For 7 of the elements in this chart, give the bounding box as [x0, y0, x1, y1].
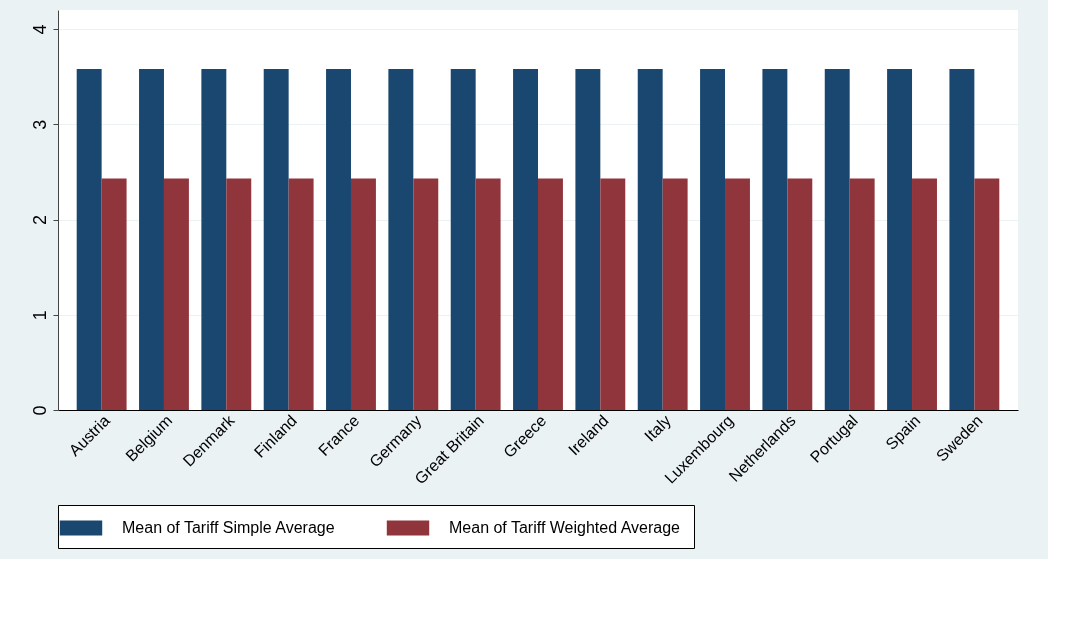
y-tick-label: 1 [29, 310, 50, 321]
legend-label: Mean of Tariff Weighted Average [449, 519, 681, 536]
y-tick-label: 3 [29, 119, 50, 130]
y-tick-label: 2 [29, 215, 50, 226]
y-tick-label: 0 [29, 405, 50, 416]
legend-label: Mean of Tariff Simple Average [122, 519, 335, 536]
y-tick-label: 4 [29, 24, 50, 35]
